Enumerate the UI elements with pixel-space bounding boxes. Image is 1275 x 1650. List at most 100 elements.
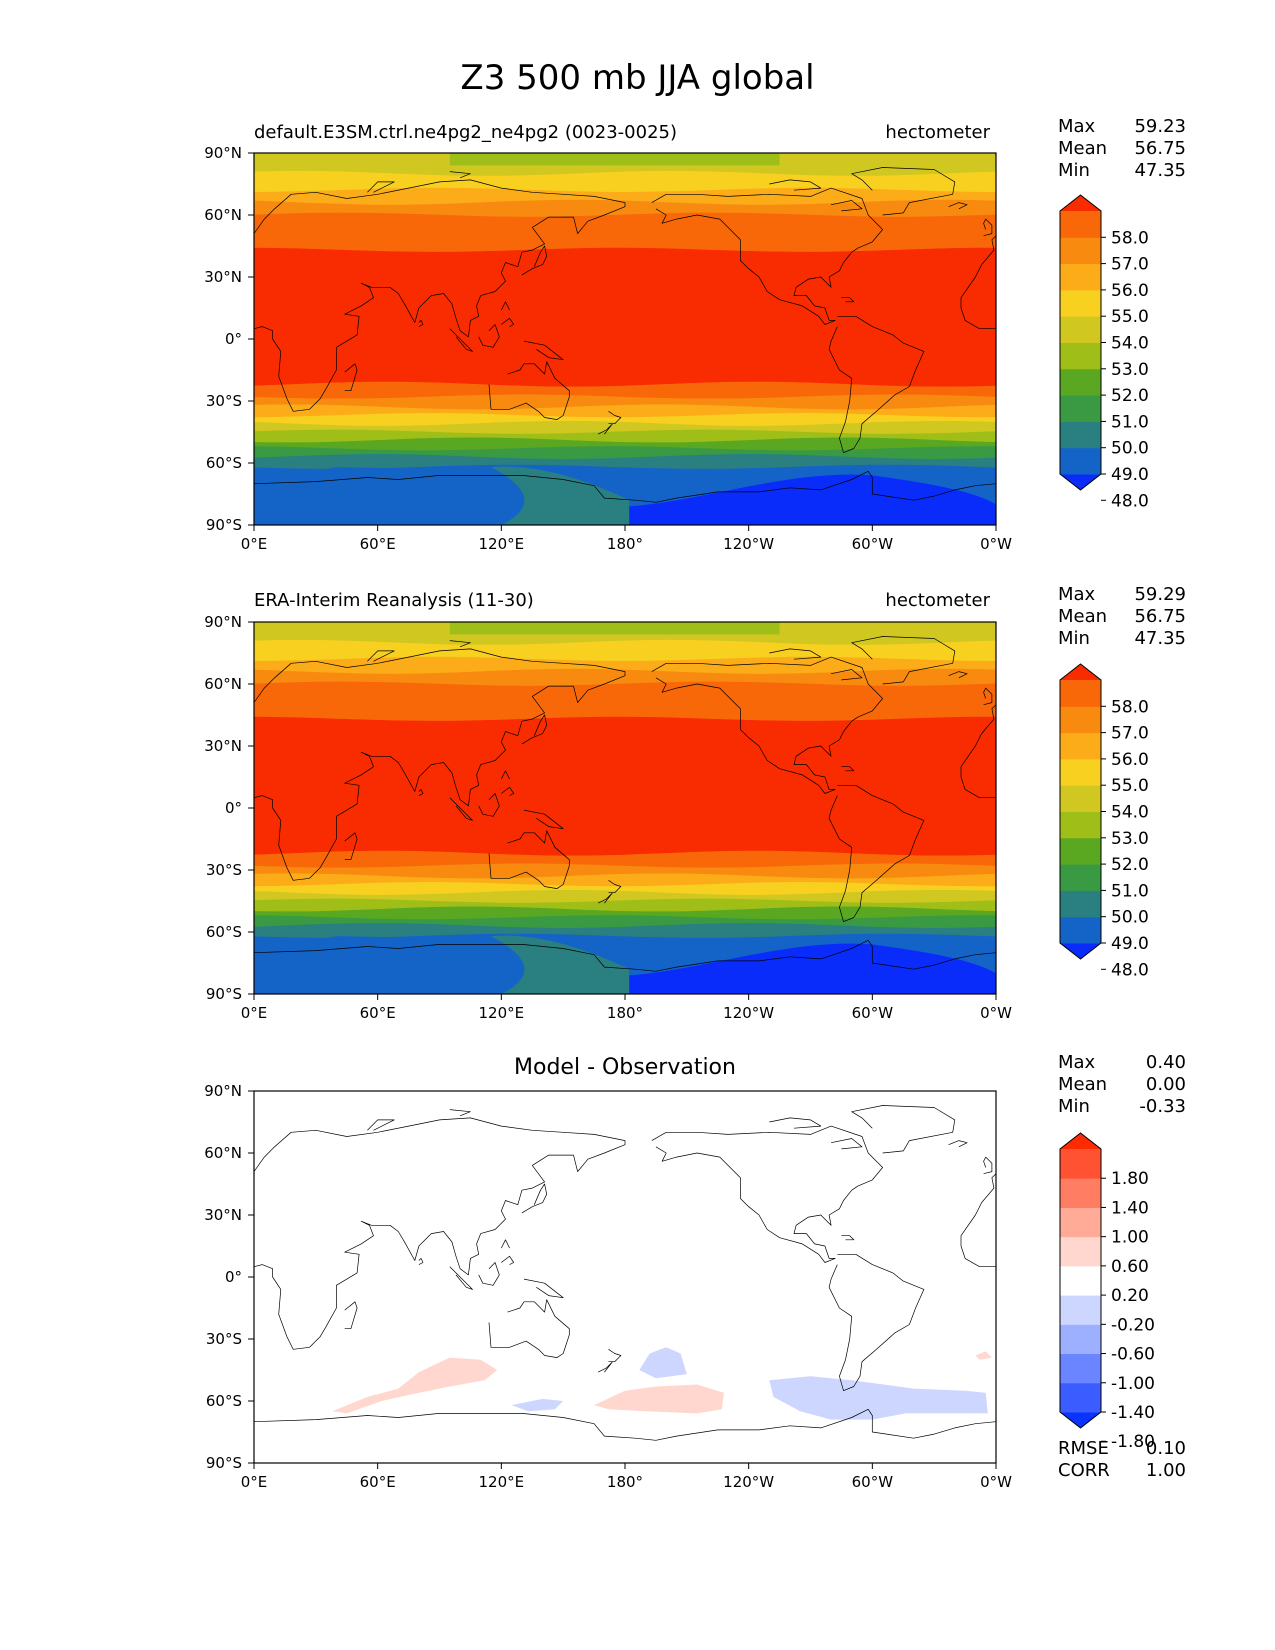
colorbar-tick-label: 1.40 [1111,1198,1149,1218]
x-tick-label: 0°E [241,1004,268,1022]
coastline [960,1173,996,1268]
x-tick-label: 0°W [980,1473,1012,1491]
y-tick-label: 30°S [206,1330,242,1348]
colorbar-segment [1060,732,1101,760]
x-tick-label: 60°E [360,1004,396,1022]
difference-stat-mean-label: Mean [1058,1074,1108,1095]
coastline [418,1258,424,1265]
y-tick-label: 30°N [204,268,242,286]
colorbar-segment [1060,1149,1101,1179]
test-stat-mean-value: 56.75 [1134,138,1186,159]
difference-stat-mean-value: 0.00 [1145,1074,1186,1095]
coastline [828,784,925,923]
colorbar-segment [1060,263,1101,291]
coastline [651,656,883,794]
colorbar-extend-min [1060,1412,1101,1428]
colorbar-segment [1060,395,1101,422]
reference-stat-min-value: 47.35 [1134,628,1186,649]
colorbar-tick-label: 52.0 [1111,386,1149,406]
y-tick-label: 30°N [204,737,242,755]
coastline [449,1109,471,1117]
coastline [651,187,883,325]
x-tick-label: 120°E [479,535,525,553]
reference-stat-max-label: Max [1058,584,1096,605]
y-tick-label: 60°S [206,923,242,941]
reference-panel-units: hectometer [885,590,990,611]
x-tick-label: 180° [607,535,643,553]
coastline [500,301,510,311]
colorbar-tick-label: 49.0 [1111,465,1149,485]
coastline [983,687,993,706]
x-tick-label: 0°W [980,1004,1012,1022]
coastline [254,1408,996,1441]
x-tick-label: 0°E [241,535,268,553]
coastline [851,167,956,216]
coastline [851,636,956,685]
difference-anomaly [769,1376,988,1420]
colorbar-segment [1060,421,1101,449]
coastline [367,181,395,193]
coastline [488,1299,570,1358]
coastline [418,320,424,327]
colorbar-segment [1060,1207,1101,1238]
colorbar-tick-label: 49.0 [1111,934,1149,954]
y-tick-label: 0° [225,1268,242,1286]
colorbar-tick-label: 1.80 [1111,1169,1149,1189]
coastline [254,939,996,972]
field-band [254,716,996,857]
coastline [488,361,570,420]
axes-difference: 0°E 60°E 120°E 180° 120°W 60°W 0°W 90°N 60°N 30°N… [204,1082,1012,1491]
difference-stat-max-value: 0.40 [1145,1052,1186,1073]
coastline [449,328,473,352]
test-stat-min-label: Min [1058,160,1090,181]
x-tick-label: 0°W [980,535,1012,553]
coastline [488,830,570,889]
coastline [948,202,968,210]
coastline [521,245,548,276]
y-tick-label: 0° [225,799,242,817]
colorbar-extend-max [1060,1133,1101,1149]
field-band [449,153,780,166]
colorbar-segment [1060,237,1101,265]
coastline [651,1125,883,1263]
coastline [831,200,863,212]
y-tick-label: 60°N [204,1144,242,1162]
field-band [491,466,630,525]
coastline [344,832,358,861]
colorbar-segment [1060,447,1101,475]
coastline [521,1183,548,1214]
coastline [769,1117,822,1129]
x-tick-label: 60°W [852,1004,894,1022]
reference-panel-title: ERA-Interim Reanalysis (11-30) [254,590,534,611]
colorbar-segment [1060,1382,1101,1413]
coastline [769,648,822,660]
y-tick-label: 60°S [206,1392,242,1410]
field-test [254,153,996,525]
x-tick-label: 0°E [241,1473,268,1491]
colorbar-tick-label: 55.0 [1111,776,1149,796]
colorbar-tick-label: 54.0 [1111,334,1149,354]
colorbar-tick-label: 0.60 [1111,1257,1149,1277]
coastline [501,317,515,327]
colorbar-tick-label: 57.0 [1111,724,1149,744]
colorbar-tick-label: -1.40 [1111,1403,1155,1423]
coastline [254,648,626,881]
test-stat-max-value: 59.23 [1134,116,1186,137]
y-tick-label: 90°S [206,1454,242,1472]
colorbar-segment [1060,864,1101,891]
colorbar-tick-label: 1.00 [1111,1228,1149,1248]
field-band [629,474,996,525]
coastline [523,809,564,830]
colorbar-tick-label: 55.0 [1111,307,1149,327]
field-band [491,935,630,994]
x-tick-label: 120°E [479,1004,525,1022]
difference-anomaly [639,1347,687,1379]
difference-anomaly [594,1384,724,1414]
coastline [983,1156,993,1175]
colorbar-tick-label: 51.0 [1111,412,1149,432]
difference-stat-min-label: Min [1058,1096,1090,1117]
colorbar-segment [1060,916,1101,944]
colorbar-difference: 1.80 1.40 1.00 0.60 0.20 -0.20 -0.60 -1.00 -1.40… [1059,1132,1155,1452]
y-tick-label: 90°S [206,516,242,534]
colorbar-tick-label: 56.0 [1111,281,1149,301]
